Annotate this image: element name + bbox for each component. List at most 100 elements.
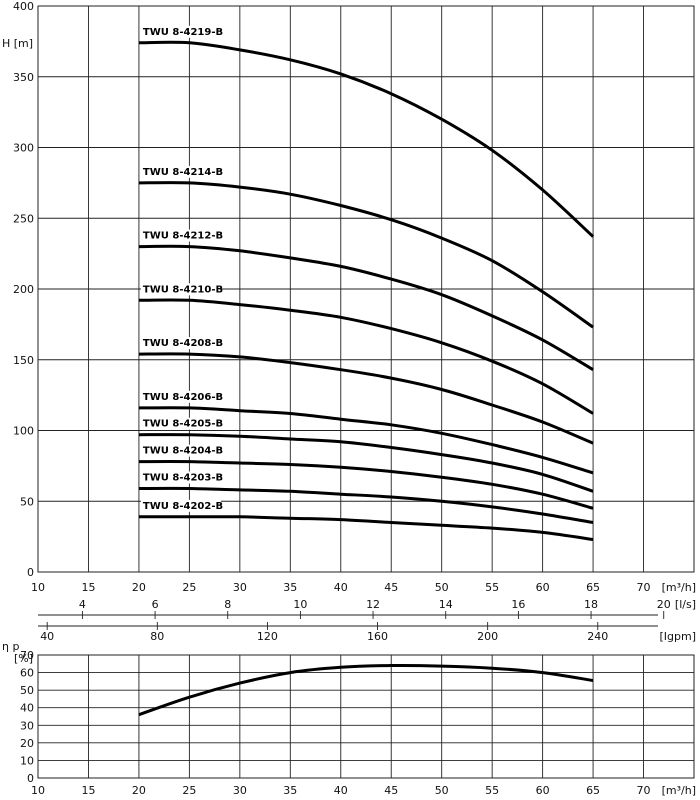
m3h-tick-label: 40 [334, 581, 348, 594]
secondary-axis-unit: [l/s] [675, 598, 696, 611]
head-y-tick-label: 400 [13, 0, 34, 13]
head-curve [138, 515, 594, 541]
secondary-axis-tick-label: 200 [477, 630, 498, 643]
head-chart: TWU 8-4219-B TWU 8-4214-B TWU 8-4212-B TWU … [2, 0, 696, 643]
head-curve [138, 486, 594, 524]
m3h-tick-label: 35 [283, 581, 297, 594]
series-label-bg [140, 499, 221, 512]
series-label-bg [140, 283, 221, 296]
efficiency-x-tick-label: 60 [536, 784, 550, 797]
m3h-tick-label: 30 [233, 581, 247, 594]
series-label: TWU 8-4210-B [143, 284, 223, 295]
secondary-axis-tick-label: 10 [293, 598, 307, 611]
efficiency-y-tick-label: 0 [27, 772, 34, 785]
x-axis-igpm: 40 80 120 160 200 240 [Igpm] [38, 622, 696, 643]
efficiency-x-tick-label: 50 [435, 784, 449, 797]
series-label: TWU 8-4214-B [143, 167, 223, 178]
head-curve [138, 352, 594, 445]
efficiency-x-tick-label: 10 [31, 784, 45, 797]
head-curve [138, 298, 594, 415]
m3h-tick-label: 50 [435, 581, 449, 594]
secondary-axis-tick-label: 80 [150, 630, 164, 643]
series-label: TWU 8-4205-B [143, 419, 223, 430]
efficiency-x-tick-label: 25 [182, 784, 196, 797]
head-grid [37, 5, 695, 573]
efficiency-y-axis-title: η p [2, 640, 19, 653]
efficiency-y-tick-label: 20 [20, 737, 34, 750]
efficiency-x-unit: [m³/h] [662, 784, 696, 797]
series-label: TWU 8-4206-B [143, 392, 223, 403]
head-y-tick-label: 100 [13, 425, 34, 438]
series-label: TWU 8-4202-B [143, 501, 223, 512]
efficiency-x-axis: 10 15 20 25 30 35 40 45 50 55 60 65 70 [m³/h] [31, 784, 696, 797]
series-label-bg [140, 25, 221, 38]
secondary-axis-unit: [Igpm] [659, 630, 696, 643]
series-label-bg [140, 390, 221, 403]
efficiency-x-tick-label: 30 [233, 784, 247, 797]
head-curve [138, 406, 594, 475]
head-curves: TWU 8-4219-B TWU 8-4214-B TWU 8-4212-B TWU … [138, 25, 595, 541]
series-label-bg [140, 444, 221, 457]
head-y-tick-label: 50 [20, 495, 34, 508]
series-label: TWU 8-4212-B [143, 231, 223, 242]
x-axis-m3h: 10 15 20 25 30 35 40 45 50 55 60 65 70 [m³/h] [31, 581, 696, 594]
series-label: TWU 8-4208-B [143, 338, 223, 349]
secondary-axis-tick-label: 6 [152, 598, 159, 611]
secondary-axis-tick-label: 160 [367, 630, 388, 643]
m3h-tick-label: 10 [31, 581, 45, 594]
m3h-tick-label: 60 [536, 581, 550, 594]
m3h-tick-label: 55 [485, 581, 499, 594]
head-y-tick-label: 150 [13, 354, 34, 367]
secondary-axis-tick-label: 18 [584, 598, 598, 611]
head-y-tick-label: 350 [13, 71, 34, 84]
head-curve [138, 40, 595, 238]
head-y-axis-title: H [m] [2, 37, 33, 50]
efficiency-x-tick-label: 35 [283, 784, 297, 797]
efficiency-x-tick-label: 40 [334, 784, 348, 797]
series-label-bg [140, 337, 221, 350]
secondary-axis-tick-label: 40 [40, 630, 54, 643]
efficiency-x-tick-label: 70 [637, 784, 651, 797]
secondary-axis-tick-label: 14 [439, 598, 453, 611]
series-label-bg [140, 417, 221, 430]
efficiency-y-tick-label: 40 [20, 702, 34, 715]
x-axis-ls: 4 6 8 10 12 14 16 18 20 [l/s] [38, 598, 696, 619]
m3h-tick-label: 45 [384, 581, 398, 594]
efficiency-y-tick-label: 10 [20, 754, 34, 767]
efficiency-x-tick-label: 15 [81, 784, 95, 797]
head-curve [138, 181, 594, 329]
efficiency-curve [138, 663, 594, 717]
efficiency-curves [138, 663, 594, 717]
series-label-bg [140, 471, 221, 484]
head-y-tick-label: 0 [27, 566, 34, 579]
m3h-tick-label: 20 [132, 581, 146, 594]
efficiency-frame [37, 654, 695, 779]
series-label: TWU 8-4203-B [143, 473, 223, 484]
m3h-tick-label: 65 [586, 581, 600, 594]
head-curve [138, 244, 594, 371]
series-label-bg [140, 165, 221, 178]
head-curve [138, 460, 594, 510]
secondary-axis-tick-label: 12 [366, 598, 380, 611]
head-y-tick-label: 200 [13, 283, 34, 296]
efficiency-y-tick-label: 50 [20, 684, 34, 697]
m3h-tick-label: 25 [182, 581, 196, 594]
efficiency-y-tick-label: 30 [20, 719, 34, 732]
secondary-axis-tick-label: 120 [257, 630, 278, 643]
m3h-tick-label: 70 [637, 581, 651, 594]
secondary-axis-tick-label: 20 [657, 598, 671, 611]
series-label: TWU 8-4219-B [143, 27, 223, 38]
head-y-tick-label: 300 [13, 142, 34, 155]
efficiency-y-axis-unit: [%] [14, 652, 33, 665]
series-label-bg [140, 229, 221, 242]
efficiency-x-tick-label: 45 [384, 784, 398, 797]
efficiency-x-tick-label: 55 [485, 784, 499, 797]
efficiency-x-tick-label: 65 [586, 784, 600, 797]
m3h-unit: [m³/h] [662, 581, 696, 594]
m3h-tick-label: 15 [81, 581, 95, 594]
head-y-tick-labels: 0 50 100 150 200 250 300 350 400 [13, 0, 34, 579]
secondary-axis-tick-label: 8 [224, 598, 231, 611]
efficiency-y-tick-labels: 0 10 20 30 40 50 60 70 [20, 649, 34, 785]
